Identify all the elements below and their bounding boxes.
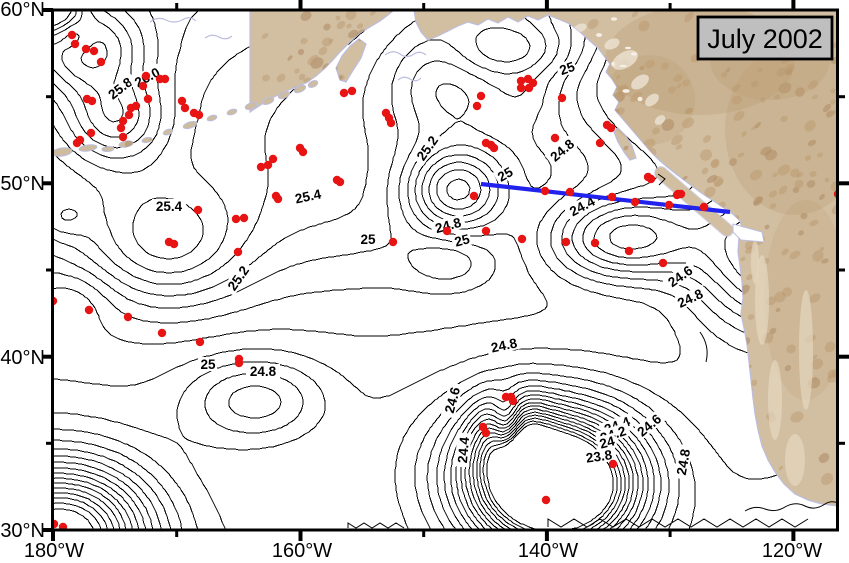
svg-text:25: 25 [453,231,472,250]
svg-text:24.6: 24.6 [442,385,463,415]
svg-text:24.8: 24.8 [490,335,519,355]
svg-text:24: 24 [598,433,617,452]
svg-text:50°N: 50°N [0,173,45,195]
svg-text:160°W: 160°W [272,540,332,562]
svg-text:180°W: 180°W [24,540,84,562]
svg-text:60°N: 60°N [0,0,45,21]
svg-text:24.8: 24.8 [433,215,463,236]
svg-text:40°N: 40°N [0,347,45,369]
svg-text:July 2002: July 2002 [707,24,823,54]
svg-text:120°W: 120°W [762,540,822,562]
svg-text:25.4: 25.4 [294,186,323,206]
svg-text:24.8: 24.8 [674,447,693,476]
svg-text:25: 25 [200,357,216,372]
svg-text:30°N: 30°N [0,520,45,542]
svg-text:24.4: 24.4 [455,436,472,464]
svg-text:25.4: 25.4 [156,199,183,214]
svg-text:24.8: 24.8 [250,364,277,379]
svg-text:25: 25 [360,232,376,247]
svg-text:25: 25 [495,164,516,185]
svg-text:140°W: 140°W [518,540,578,562]
svg-text:23.8: 23.8 [585,447,614,466]
svg-text:25: 25 [558,59,578,78]
